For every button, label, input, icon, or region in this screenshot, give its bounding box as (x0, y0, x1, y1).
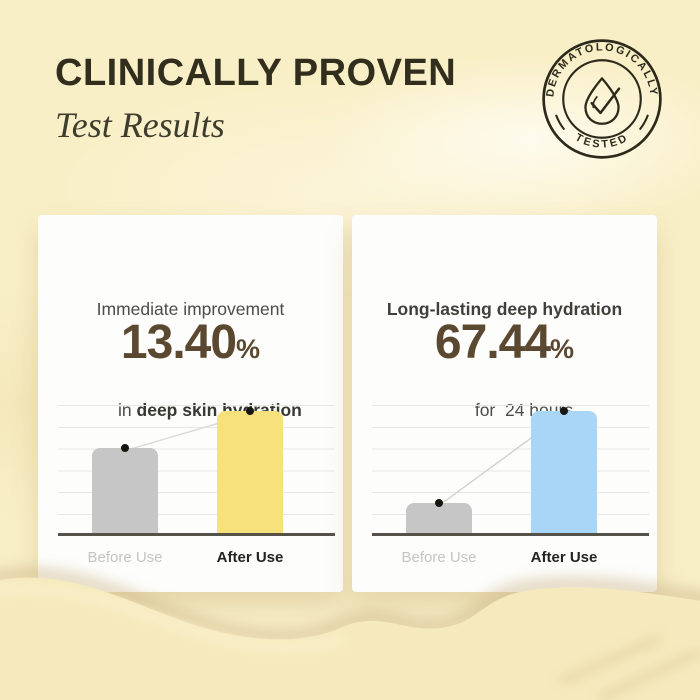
data-point-dot (560, 407, 568, 415)
data-point-dot (121, 443, 129, 452)
x-axis-labels: Before Use After Use (58, 549, 335, 571)
bar-chart (58, 405, 335, 536)
badge-bottom-text: TESTED (573, 131, 628, 150)
before-use-label: Before Use (87, 549, 163, 566)
bar-before-use (92, 443, 158, 533)
result-value: 13.40% (38, 315, 343, 370)
badge-right-dash (639, 114, 649, 130)
heading-line1: Immediate improvement (96, 298, 285, 319)
dermatologically-tested-badge: DERMATOLOGICALLY TESTED (540, 37, 664, 161)
page-subtitle: Test Results (55, 105, 225, 145)
seal-icon: DERMATOLOGICALLY TESTED (542, 39, 662, 159)
bar-before-use (406, 498, 472, 533)
before-use-label: Before Use (401, 549, 477, 566)
badge-top-text: DERMATOLOGICALLY (544, 41, 657, 97)
svg-text:TESTED: TESTED (573, 131, 631, 150)
after-use-label: After Use (216, 549, 284, 566)
result-value: 67.44% (352, 315, 657, 370)
heading-line1: Long-lasting deep hydration (386, 298, 623, 319)
x-axis-labels: Before Use After Use (372, 549, 649, 571)
bar-after-use (531, 407, 597, 533)
data-point-dot (435, 498, 443, 507)
percent-sign: % (236, 334, 261, 364)
data-point-dot (246, 407, 254, 415)
bar-after-use (217, 407, 283, 533)
percent-sign: % (550, 334, 575, 364)
value-number: 13.40 (120, 316, 237, 369)
bar-chart (372, 405, 649, 536)
page-title: CLINICALLY PROVEN (55, 52, 457, 94)
cream-texture (0, 567, 700, 700)
svg-text:DERMATOLOGICALLY: DERMATOLOGICALLY (544, 41, 659, 97)
droplet-check-icon (584, 77, 621, 125)
result-card-immediate-hydration: Immediate improvement in deep skin hydra… (38, 215, 343, 592)
result-card-long-lasting-hydration: Long-lasting deep hydration for 24 hours… (352, 215, 657, 592)
value-number: 67.44 (434, 316, 551, 369)
badge-left-dash (555, 114, 565, 130)
after-use-label: After Use (530, 549, 598, 566)
